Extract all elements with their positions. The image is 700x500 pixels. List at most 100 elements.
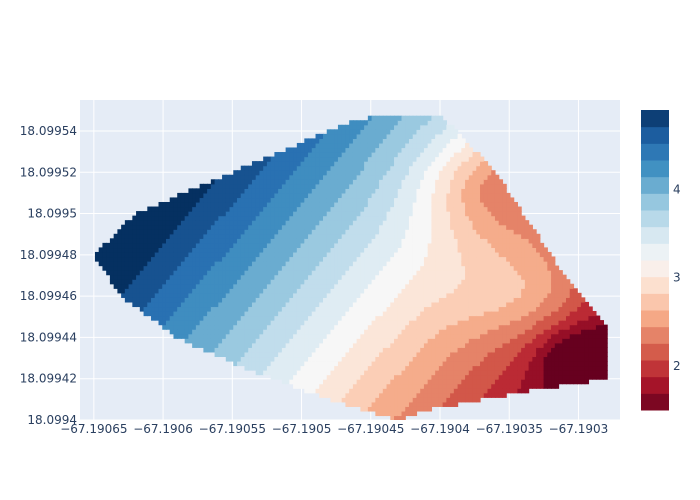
contour-cell [356, 292, 361, 298]
contour-cell [446, 379, 451, 385]
contour-cell [420, 229, 425, 235]
contour-cell [289, 360, 294, 367]
contour-cell [330, 161, 335, 167]
contour-cell [296, 265, 302, 271]
contour-cell [285, 347, 290, 353]
contour-cell [319, 297, 324, 303]
contour-cell [446, 365, 451, 371]
contour-cell [184, 320, 190, 326]
contour-cell [476, 342, 481, 348]
contour-cell [278, 152, 283, 158]
contour-cell [472, 356, 477, 362]
contour-cell [240, 233, 246, 239]
contour-cell [379, 174, 384, 180]
contour-cell [408, 392, 414, 398]
contour-cell [457, 165, 462, 171]
contour-cell [293, 310, 298, 317]
contour-cell [453, 251, 459, 258]
contour-cell [154, 292, 160, 298]
contour-cell [375, 147, 380, 153]
contour-cell [188, 215, 193, 221]
contour-cell [408, 274, 414, 280]
contour-cell [199, 283, 204, 289]
contour-cell [450, 142, 455, 149]
contour-cell [311, 251, 317, 258]
contour-cell [319, 147, 324, 153]
contour-cell [401, 392, 406, 398]
contour-cell [180, 333, 186, 339]
contour-cell [438, 183, 444, 189]
contour-cell [480, 324, 485, 330]
contour-cell [296, 224, 302, 230]
contour-cell [442, 138, 447, 144]
contour-cell [259, 288, 264, 294]
contour-cell [341, 270, 347, 276]
contour-cell [431, 183, 436, 189]
contour-cell [308, 247, 313, 253]
contour-cell [427, 397, 433, 403]
contour-cell [132, 247, 137, 253]
contour-cell [255, 365, 261, 371]
contour-cell [323, 174, 328, 180]
contour-cell [345, 220, 350, 226]
contour-cell [408, 206, 414, 212]
contour-cell [375, 360, 380, 367]
contour-cell [352, 333, 358, 339]
contour-cell [423, 147, 429, 153]
contour-cell [412, 156, 418, 162]
contour-cell [308, 292, 313, 298]
contour-cell [244, 283, 249, 289]
contour-cell [364, 397, 369, 403]
contour-cell [364, 342, 369, 348]
contour-cell [263, 288, 268, 294]
contour-cell [457, 351, 462, 358]
contour-cell [244, 242, 249, 249]
contour-cell [371, 183, 376, 189]
contour-cell [364, 388, 369, 394]
contour-cell [352, 229, 358, 235]
contour-cell [225, 270, 231, 276]
contour-cell [423, 129, 429, 135]
contour-cell [397, 320, 403, 326]
contour-cell [337, 374, 343, 380]
contour-cell [483, 211, 489, 217]
contour-cell [435, 397, 440, 403]
contour-cell [308, 329, 313, 335]
contour-cell [169, 238, 175, 244]
contour-cell [281, 329, 287, 335]
contour-cell [169, 206, 175, 212]
contour-cell [412, 310, 418, 317]
contour-cell [121, 256, 126, 262]
contour-cell [427, 120, 433, 126]
contour-cell [296, 379, 302, 385]
contour-cell [326, 274, 332, 280]
contour-cell [375, 324, 380, 330]
contour-cell [360, 306, 365, 312]
contour-cell [352, 165, 358, 171]
contour-cell [188, 229, 193, 235]
contour-cell [427, 270, 433, 276]
contour-cell [188, 292, 193, 298]
contour-cell [323, 215, 328, 221]
contour-cell [154, 265, 160, 271]
contour-cell [352, 197, 358, 203]
contour-cell [289, 197, 294, 203]
contour-cell [289, 279, 294, 285]
contour-cell [360, 324, 365, 330]
contour-cell [326, 360, 332, 367]
contour-cell [233, 351, 238, 358]
contour-cell [210, 333, 216, 339]
contour-cell [240, 188, 246, 194]
contour-cell [341, 356, 347, 362]
contour-cell [397, 147, 403, 153]
contour-cell [143, 265, 148, 271]
contour-cell [233, 261, 238, 267]
contour-cell [476, 265, 481, 271]
contour-cell [222, 310, 227, 317]
contour-cell [356, 279, 361, 285]
contour-cell [334, 279, 339, 285]
contour-cell [468, 397, 474, 403]
contour-cell [364, 329, 369, 335]
contour-cell [412, 333, 418, 339]
contour-cell [423, 338, 429, 344]
